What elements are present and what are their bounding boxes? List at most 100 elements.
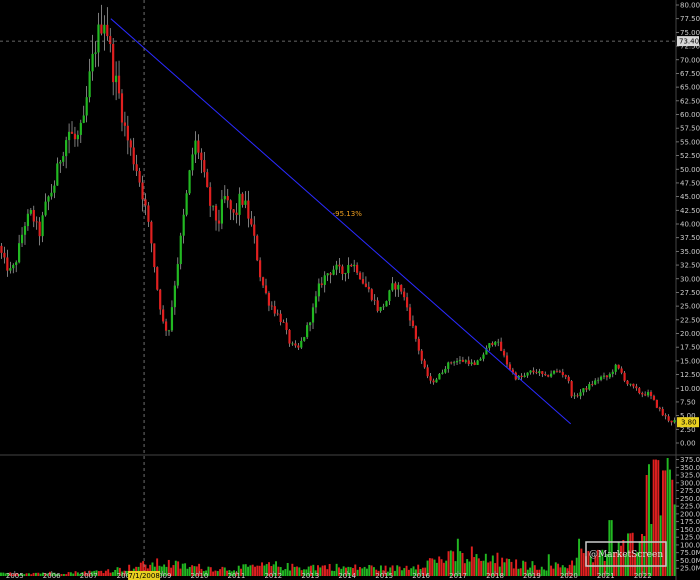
candle-body	[482, 354, 485, 359]
volume-bar	[375, 569, 378, 576]
candle-body	[358, 272, 362, 280]
watermark: @MarketScreen	[585, 541, 667, 567]
price-axis: 80.00 77.50 75.00 72.50 70.00 67.50 65.00 62.50…	[676, 2, 700, 448]
volume-bar	[400, 570, 403, 576]
candle-body	[488, 343, 491, 348]
candle-body	[15, 262, 18, 265]
volume-bar	[191, 565, 194, 576]
volume-bar	[11, 574, 14, 576]
volume-bar	[58, 574, 61, 576]
volume-bar	[83, 571, 86, 576]
volume-bar	[358, 566, 361, 576]
volume-bar	[16, 573, 19, 576]
candle-body	[438, 373, 441, 380]
candle-body	[549, 373, 553, 377]
candle-body	[47, 196, 50, 202]
volume-bar	[95, 570, 98, 576]
time-tick-label: 2007	[80, 572, 98, 580]
volume-bar	[307, 566, 310, 576]
candle-body	[353, 264, 356, 267]
candle-body	[667, 416, 670, 421]
candle-body	[35, 221, 38, 223]
volume-bar	[291, 563, 294, 576]
volume-bar	[177, 561, 180, 576]
candle-body	[423, 360, 426, 368]
volume-bar	[461, 553, 464, 576]
candle-body	[367, 286, 370, 290]
candle-body	[109, 36, 112, 44]
time-tick-label: 2019	[523, 572, 541, 580]
candle-body	[94, 52, 97, 54]
volume-bar	[226, 570, 229, 576]
volume-bar	[384, 565, 387, 576]
volume-tick-label: 150.0M	[680, 526, 700, 534]
candle-body	[535, 372, 538, 374]
price-candles	[0, 4, 676, 426]
candle-body	[655, 399, 658, 408]
price-tick-label: 40.00	[680, 221, 700, 229]
candle-body	[505, 355, 509, 365]
candle-body	[414, 326, 417, 339]
volume-bar	[240, 568, 243, 576]
candle-body	[420, 350, 423, 361]
volume-bar	[256, 565, 259, 576]
volume-bar	[410, 568, 413, 576]
volume-bar	[431, 558, 434, 576]
volume-bar	[417, 564, 420, 576]
volume-bar	[496, 552, 499, 576]
candle-body	[132, 147, 135, 165]
volume-bar	[214, 570, 217, 576]
volume-bar	[179, 568, 182, 576]
candle-body	[256, 235, 259, 261]
volume-tick-label: 300.0M	[680, 479, 700, 487]
trendline[interactable]	[110, 18, 572, 425]
volume-bar	[170, 567, 173, 576]
volume-bar	[477, 558, 480, 576]
candle-body	[26, 213, 30, 227]
volume-bar	[470, 546, 473, 576]
price-tick-label: 12.50	[680, 371, 700, 379]
candle-body	[232, 209, 235, 213]
volume-bar	[51, 572, 54, 576]
volume-bar	[270, 566, 273, 576]
candle-body	[664, 415, 667, 417]
time-tick-label: 2021	[597, 572, 615, 580]
candle-body	[382, 306, 385, 308]
price-tick-label: 27.50	[680, 289, 700, 297]
volume-bar	[342, 566, 345, 576]
volume-bar	[221, 566, 224, 576]
volume-bar	[156, 558, 159, 576]
candle-body	[673, 420, 676, 423]
volume-bar	[403, 568, 406, 576]
crosshair-date-tag: 7/1/2008	[128, 571, 161, 580]
candle-body	[120, 93, 124, 123]
candle-body	[18, 243, 21, 263]
volume-bar	[552, 568, 555, 576]
volume-bar	[671, 479, 674, 576]
volume-bar	[648, 464, 650, 576]
volume-bar	[9, 572, 12, 576]
candle-body	[511, 369, 514, 373]
volume-bar	[519, 568, 522, 576]
price-tick-label: 25.00	[680, 303, 700, 311]
candle-body	[70, 131, 74, 134]
price-tick-label: 67.50	[680, 70, 700, 78]
volume-bar	[554, 562, 557, 576]
candle-body	[479, 358, 482, 361]
candle-body	[288, 329, 291, 344]
candle-body	[214, 205, 218, 221]
volume-bar	[351, 568, 354, 576]
candle-body	[53, 185, 56, 193]
volume-bar	[370, 565, 373, 576]
last-price-tag: 3.80	[677, 417, 699, 428]
candle-body	[303, 337, 306, 341]
volume-bar	[421, 567, 424, 576]
candle-body	[206, 172, 209, 188]
volume-bar	[622, 539, 625, 576]
volume-bar	[79, 573, 82, 576]
candle-body	[356, 264, 359, 273]
candle-body	[649, 392, 653, 397]
candle-body	[44, 201, 47, 216]
candle-body	[176, 264, 179, 286]
volume-tick-label: 350.0M	[680, 464, 700, 472]
